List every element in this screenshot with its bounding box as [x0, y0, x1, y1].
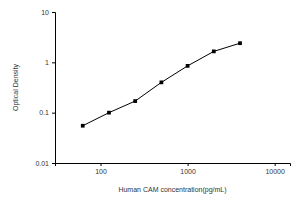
x-tick-label: 100	[95, 168, 107, 175]
y-tick: 0.1	[39, 109, 55, 116]
y-tick: 10	[41, 9, 55, 16]
y-tick-mark	[52, 62, 55, 63]
curve	[83, 43, 240, 126]
x-axis-line	[56, 164, 291, 167]
data-point	[186, 64, 190, 68]
y-tick-label: 10	[41, 9, 49, 16]
x-tick-mark	[101, 163, 102, 166]
y-tick-label: 0.1	[39, 109, 49, 116]
y-tick: 0.01	[35, 160, 55, 167]
y-tick: 1	[45, 59, 55, 66]
x-tick-label: 10000	[265, 168, 285, 175]
x-tick-mark	[188, 163, 189, 166]
x-tick-label: 1000	[180, 168, 196, 175]
chart: 100 1000 10000 0.01 0.1 1 10 Human CAM concentr…	[0, 0, 300, 200]
x-axis-title: Human CAM concentration(pg/mL)	[118, 186, 226, 194]
x-tick: 1000	[180, 163, 196, 175]
x-tick: 10000	[265, 163, 285, 175]
data-point	[238, 41, 242, 45]
x-axis: 100 1000 10000	[56, 163, 291, 175]
y-tick-mark	[52, 163, 55, 164]
y-axis-title: Optical Density	[12, 63, 20, 111]
data-point	[81, 124, 85, 128]
data-point	[212, 50, 216, 54]
y-tick-mark	[52, 12, 55, 13]
y-axis-line	[52, 13, 56, 164]
data-point	[160, 80, 164, 84]
y-tick-mark	[52, 113, 55, 114]
x-tick: 100	[95, 163, 107, 175]
data-point	[107, 111, 111, 115]
y-tick-label: 0.01	[35, 160, 49, 167]
x-tick-mark	[275, 163, 276, 166]
y-axis: 0.01 0.1 1 10	[35, 9, 55, 167]
data-point	[133, 99, 137, 103]
y-tick-label: 1	[45, 59, 49, 66]
plot-area	[81, 41, 242, 127]
